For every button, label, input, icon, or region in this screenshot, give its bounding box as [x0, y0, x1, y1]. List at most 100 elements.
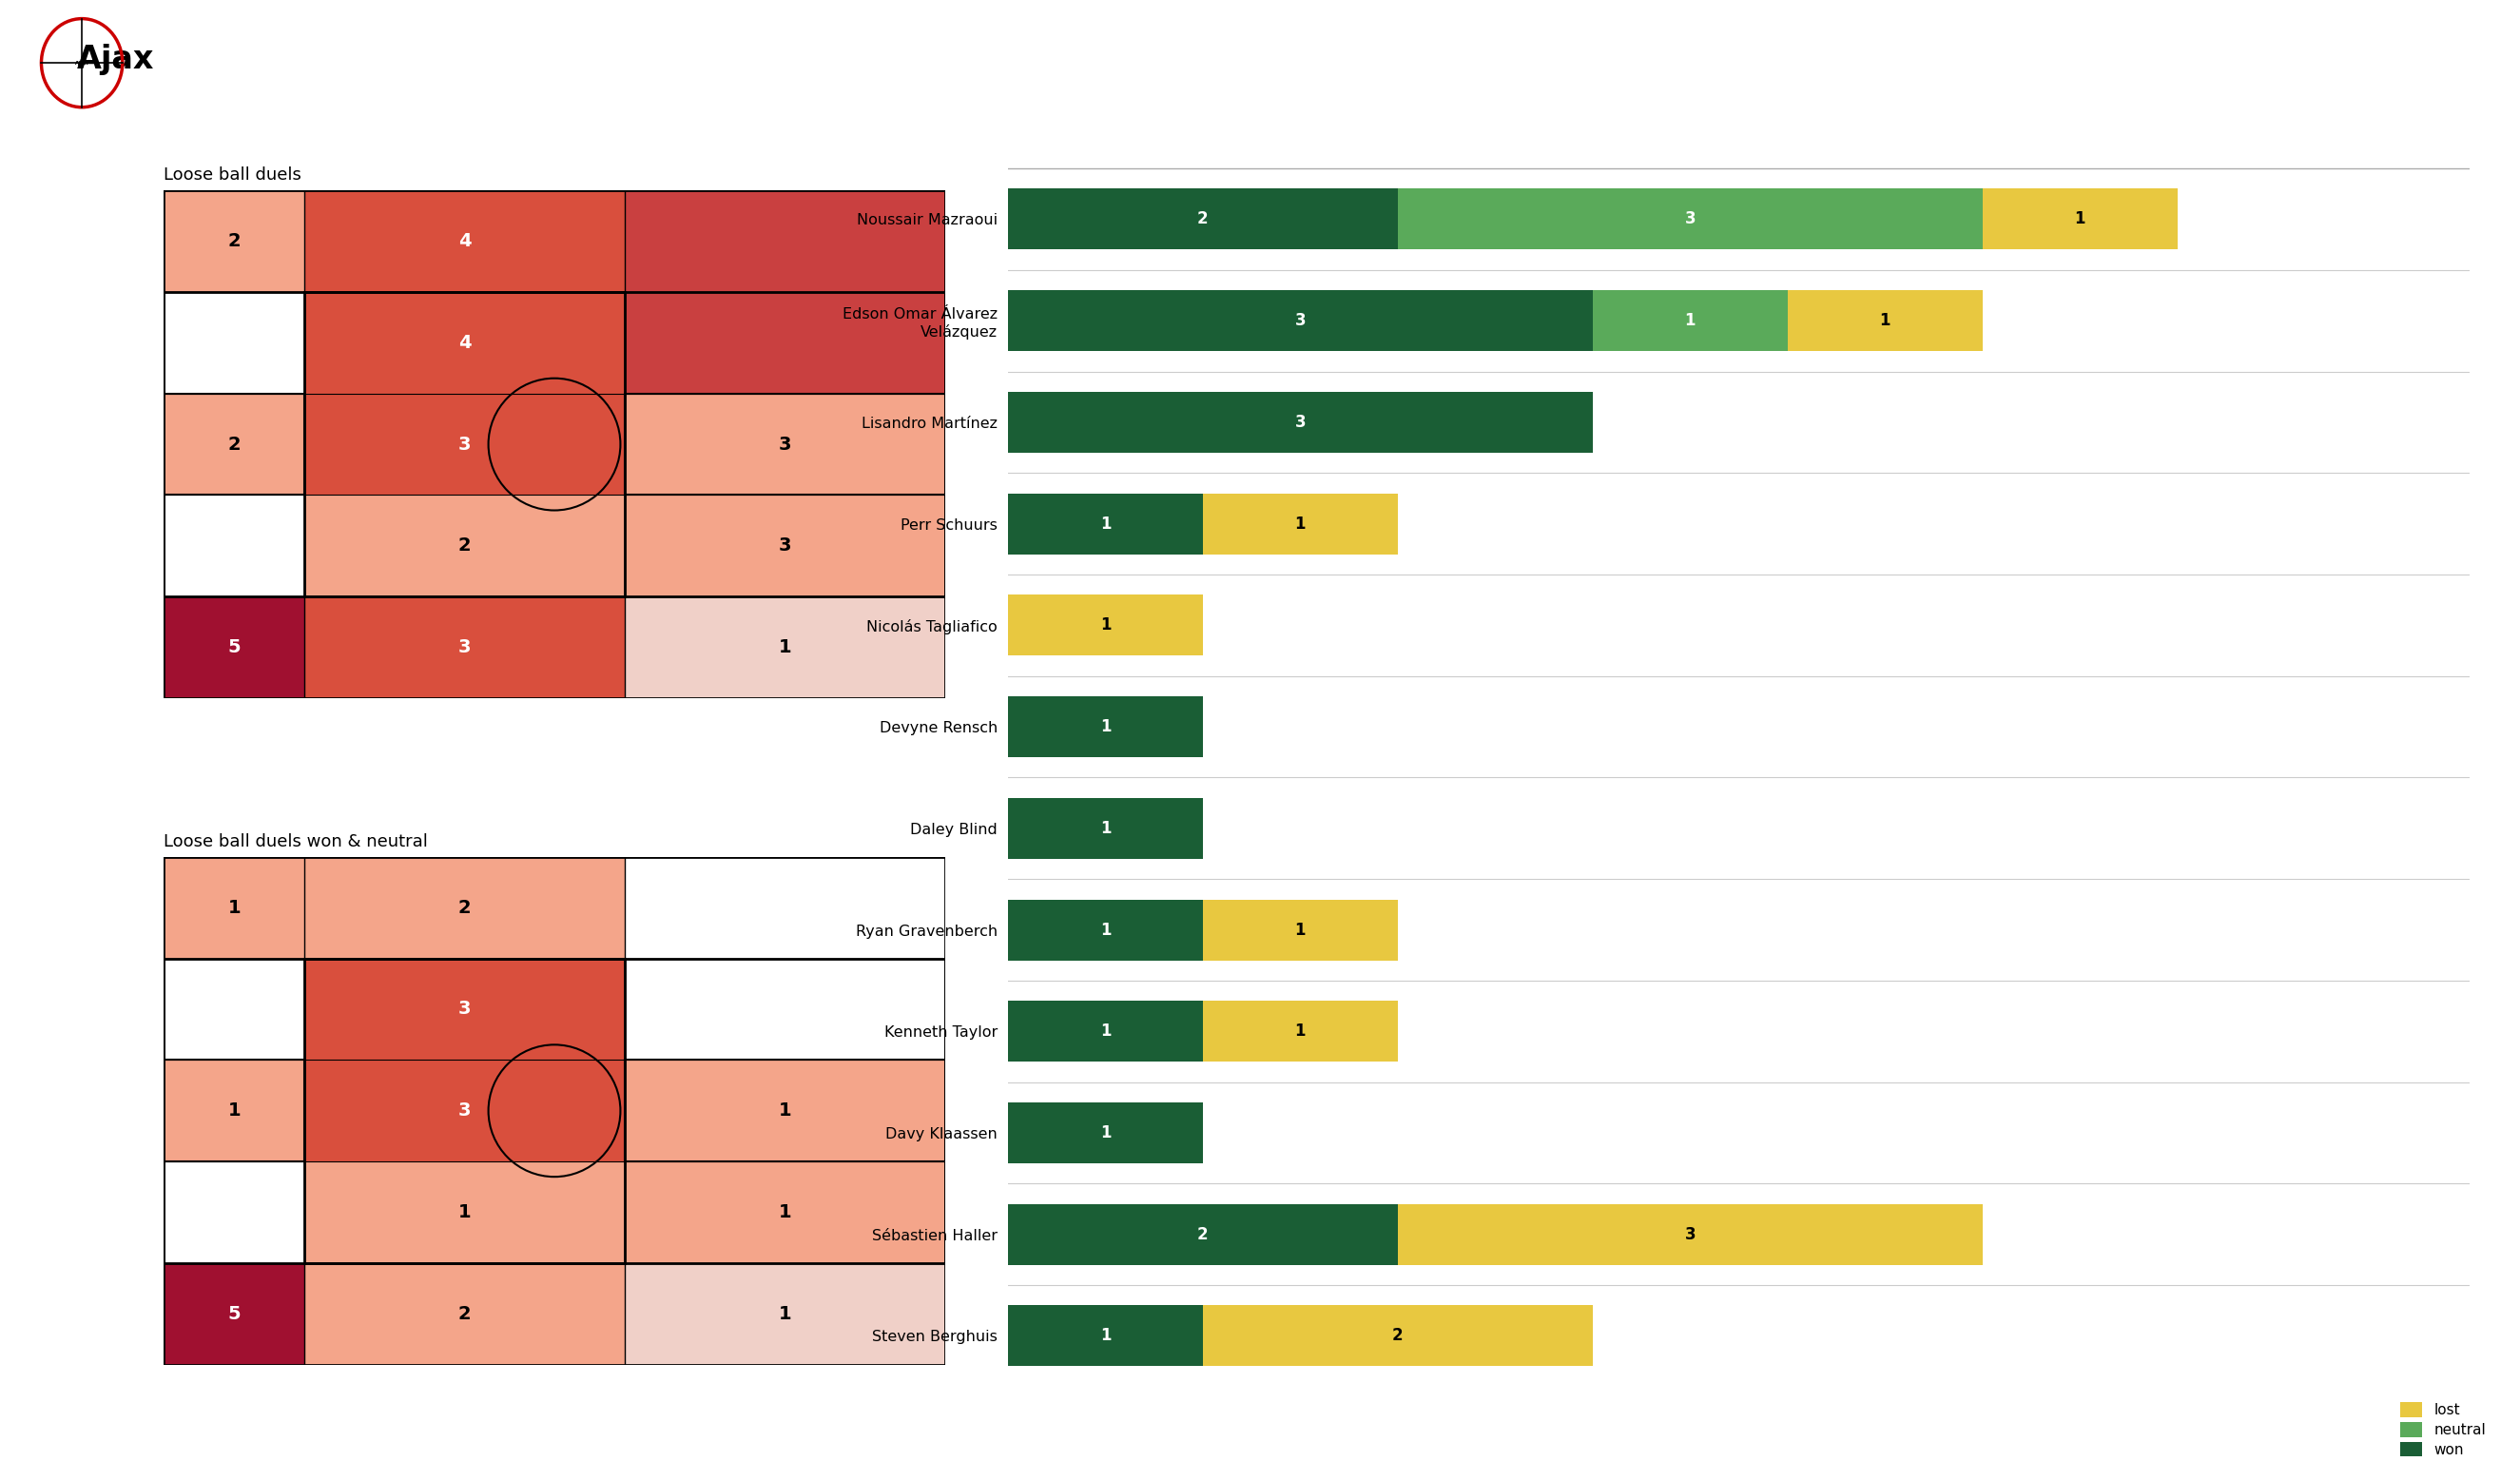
Bar — [164, 958, 305, 1060]
Bar — [625, 1161, 945, 1263]
Text: 2: 2 — [459, 899, 471, 917]
Text: 3: 3 — [779, 536, 791, 555]
Bar — [305, 1060, 625, 1161]
Bar — [164, 394, 305, 495]
Bar — [1008, 798, 1202, 859]
Text: 1: 1 — [227, 899, 239, 917]
Text: 1: 1 — [1099, 718, 1111, 736]
Bar — [164, 597, 305, 698]
Text: 5: 5 — [227, 1305, 239, 1323]
Bar — [625, 597, 945, 698]
Bar — [1008, 1001, 1202, 1062]
Bar — [1008, 1204, 1399, 1265]
Bar — [625, 292, 945, 394]
Text: 1: 1 — [779, 1305, 791, 1323]
Bar — [625, 191, 945, 292]
Bar — [1202, 899, 1399, 960]
Bar — [1008, 188, 1399, 250]
Bar — [625, 1060, 945, 1161]
Bar — [305, 597, 625, 698]
Bar — [164, 1060, 305, 1161]
Bar — [305, 191, 625, 292]
Bar — [164, 1060, 305, 1161]
Text: 1: 1 — [1295, 921, 1305, 939]
Text: 1: 1 — [2074, 210, 2087, 228]
Text: 2: 2 — [1391, 1327, 1404, 1345]
Text: 1: 1 — [1099, 1124, 1111, 1142]
Bar — [164, 857, 305, 958]
Bar — [164, 292, 305, 394]
Legend: lost, neutral, won: lost, neutral, won — [2394, 1397, 2492, 1463]
Text: AJAX: AJAX — [76, 61, 88, 65]
Text: 2: 2 — [1197, 1226, 1210, 1243]
Bar — [1008, 1305, 1202, 1367]
Bar — [625, 394, 945, 495]
Bar — [164, 495, 305, 597]
Text: 3: 3 — [1295, 312, 1305, 329]
Bar — [305, 958, 625, 1060]
Bar — [1008, 493, 1202, 554]
Bar — [305, 958, 945, 1263]
Text: Loose ball duels: Loose ball duels — [164, 166, 302, 184]
Text: 3: 3 — [459, 1102, 471, 1120]
Text: 1: 1 — [1099, 1023, 1111, 1040]
Text: 1: 1 — [1099, 515, 1111, 532]
Bar — [164, 292, 625, 597]
Text: 3: 3 — [1683, 1226, 1696, 1243]
Bar — [1593, 290, 1787, 351]
Bar — [305, 495, 625, 597]
Bar — [1399, 1204, 1983, 1265]
Text: 2: 2 — [227, 435, 239, 453]
Bar — [1983, 188, 2177, 250]
Bar — [625, 495, 945, 597]
Text: 1: 1 — [779, 1203, 791, 1222]
Bar — [1202, 1001, 1399, 1062]
Bar — [164, 958, 625, 1263]
Bar — [305, 292, 945, 597]
Text: 3: 3 — [779, 435, 791, 453]
Text: 1: 1 — [1880, 312, 1890, 329]
Bar — [305, 857, 625, 958]
Bar — [305, 1161, 625, 1263]
Text: 1: 1 — [227, 1102, 239, 1120]
Bar — [164, 1263, 305, 1364]
Text: 1: 1 — [1295, 1023, 1305, 1040]
Bar — [625, 1263, 945, 1364]
Text: 2: 2 — [459, 536, 471, 555]
Text: 1: 1 — [1099, 1327, 1111, 1345]
Text: 3: 3 — [1295, 413, 1305, 431]
Bar — [1008, 899, 1202, 960]
Text: 4: 4 — [459, 333, 471, 352]
Text: 1: 1 — [1099, 616, 1111, 634]
Bar — [1202, 1305, 1593, 1367]
Bar — [625, 958, 945, 1060]
Bar — [625, 1060, 945, 1161]
Bar — [1008, 595, 1202, 656]
Text: 2: 2 — [459, 1305, 471, 1323]
Bar — [164, 191, 305, 292]
Text: Ajax: Ajax — [76, 43, 154, 76]
Text: 1: 1 — [1099, 819, 1111, 837]
Bar — [164, 394, 305, 495]
Text: 1: 1 — [779, 638, 791, 656]
Text: 1: 1 — [1099, 921, 1111, 939]
Text: 3: 3 — [459, 638, 471, 656]
Text: Loose ball duels won & neutral: Loose ball duels won & neutral — [164, 832, 428, 850]
Bar — [1008, 392, 1593, 453]
Bar — [1008, 290, 1593, 351]
Bar — [164, 1161, 305, 1263]
Bar — [625, 857, 945, 958]
Text: 3: 3 — [459, 1000, 471, 1019]
Text: 3: 3 — [459, 435, 471, 453]
Bar — [305, 1263, 625, 1364]
Text: 1: 1 — [459, 1203, 471, 1222]
Text: 3: 3 — [1683, 210, 1696, 228]
Text: 1: 1 — [1683, 312, 1696, 329]
Bar — [1008, 696, 1202, 757]
Bar — [1399, 188, 1983, 250]
Text: 2: 2 — [1197, 210, 1210, 228]
Bar — [1202, 493, 1399, 554]
Text: 4: 4 — [459, 233, 471, 250]
Bar — [1008, 1102, 1202, 1163]
Bar — [625, 394, 945, 495]
